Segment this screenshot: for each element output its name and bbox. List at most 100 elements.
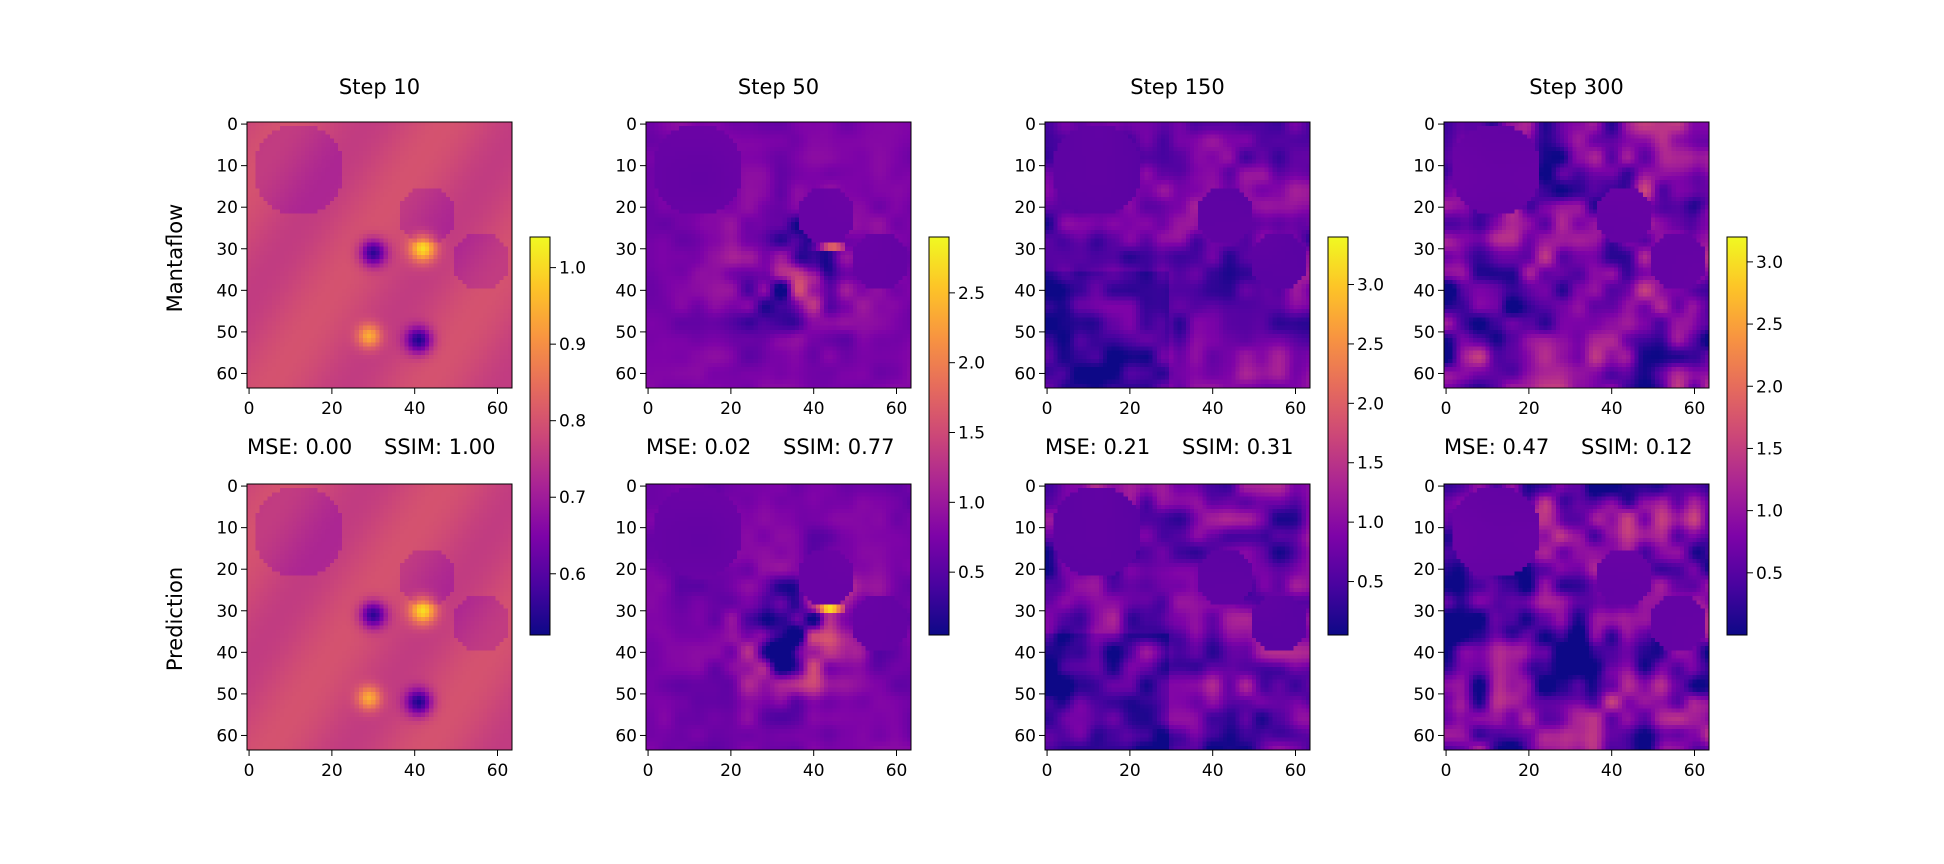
y-tick-label: 0 [227,477,238,497]
x-tick-label: 40 [404,761,426,781]
axes-frame [1044,483,1311,751]
x-tick-label: 20 [1518,399,1540,419]
y-tick-label: 60 [615,726,637,746]
x-tick-label: 20 [1119,761,1141,781]
x-tick-label: 60 [1684,761,1706,781]
panel-title: Step 150 [1130,75,1225,99]
y-tick-label: 10 [615,157,637,177]
colorbar-tick-label: 1.0 [559,259,586,279]
y-tick-label: 30 [1413,240,1435,260]
y-tick-label: 30 [615,240,637,260]
colorbar-tick-label: 1.0 [958,493,985,513]
y-tick-label: 10 [1413,519,1435,539]
y-tick-label: 10 [216,157,238,177]
heatmap-image [646,122,911,388]
colorbar-tick-label: 0.7 [559,488,586,508]
y-tick-label: 20 [216,198,238,218]
colorbar-tick-label: 0.6 [559,565,586,585]
y-tick-label: 40 [1014,281,1036,301]
axes-frame [1044,121,1311,389]
colorbar-tick-label: 2.0 [1756,377,1783,397]
y-tick-label: 20 [1413,560,1435,580]
y-tick-label: 60 [216,364,238,384]
x-tick-label: 0 [1042,399,1053,419]
x-tick-label: 0 [643,761,654,781]
y-tick-label: 30 [216,240,238,260]
x-tick-label: 60 [1684,399,1706,419]
x-tick-label: 40 [803,761,825,781]
x-tick-label: 20 [720,761,742,781]
y-tick-label: 10 [1413,157,1435,177]
x-tick-label: 0 [1441,761,1452,781]
x-tick-label: 60 [487,399,509,419]
y-tick-label: 50 [615,685,637,705]
axes-frame [246,483,513,751]
heatmap-image [247,484,512,750]
y-tick-label: 60 [615,364,637,384]
y-tick-label: 40 [615,281,637,301]
y-tick-label: 0 [1025,477,1036,497]
x-tick-label: 20 [720,399,742,419]
colorbar-tick-label: 1.0 [1756,502,1783,522]
ssim-label: SSIM: 0.31 [1182,435,1293,459]
y-tick-label: 50 [615,323,637,343]
colorbar-tick-label: 1.5 [1357,454,1384,474]
colorbar-tick-label: 0.5 [1357,573,1384,593]
y-tick-label: 30 [1014,240,1036,260]
y-tick-label: 50 [216,685,238,705]
colorbar-tick-label: 3.0 [1357,276,1384,296]
x-tick-label: 60 [886,399,908,419]
x-tick-label: 60 [487,761,509,781]
y-tick-label: 20 [615,560,637,580]
y-tick-label: 50 [1413,323,1435,343]
colorbar-tick-label: 1.0 [1357,513,1384,533]
row-label-prediction: Prediction [163,567,187,671]
y-tick-label: 40 [1014,643,1036,663]
panel-title: Step 10 [339,75,420,99]
colorbar-tick-label: 2.5 [1756,315,1783,335]
colorbar-tick-label: 0.5 [1756,564,1783,584]
axes-frame [645,121,912,389]
heatmap-image [646,484,911,750]
mse-label: MSE: 0.21 [1045,435,1150,459]
colorbar [529,236,551,636]
x-tick-label: 0 [1042,761,1053,781]
y-tick-label: 30 [216,602,238,622]
x-tick-label: 20 [321,399,343,419]
y-tick-label: 50 [1014,323,1036,343]
y-tick-label: 0 [626,115,637,135]
heatmap-image [1045,484,1310,750]
colorbar-tick-label: 2.0 [1357,394,1384,414]
colorbar-tick-label: 0.5 [958,563,985,583]
y-tick-label: 0 [1424,477,1435,497]
y-tick-label: 50 [1413,685,1435,705]
x-tick-label: 40 [1601,761,1623,781]
colorbar-tick-label: 3.0 [1756,253,1783,273]
axes-frame [1443,121,1710,389]
axes-frame [645,483,912,751]
y-tick-label: 10 [1014,157,1036,177]
mse-label: MSE: 0.02 [646,435,751,459]
heatmap-image [1444,122,1709,388]
y-tick-label: 20 [216,560,238,580]
y-tick-label: 30 [1014,602,1036,622]
heatmap-image [1045,122,1310,388]
x-tick-label: 0 [244,761,255,781]
x-tick-label: 60 [1285,399,1307,419]
y-tick-label: 20 [615,198,637,218]
x-tick-label: 20 [1119,399,1141,419]
x-tick-label: 20 [321,761,343,781]
x-tick-label: 40 [1202,761,1224,781]
colorbar-tick-label: 2.0 [958,354,985,374]
y-tick-label: 0 [626,477,637,497]
axes-frame [246,121,513,389]
y-tick-label: 60 [1413,364,1435,384]
colorbar-tick-label: 0.9 [559,335,586,355]
axes-frame [1443,483,1710,751]
heatmap-image [247,122,512,388]
y-tick-label: 10 [216,519,238,539]
heatmap-image [1444,484,1709,750]
y-tick-label: 20 [1014,198,1036,218]
y-tick-label: 10 [615,519,637,539]
y-tick-label: 0 [1424,115,1435,135]
